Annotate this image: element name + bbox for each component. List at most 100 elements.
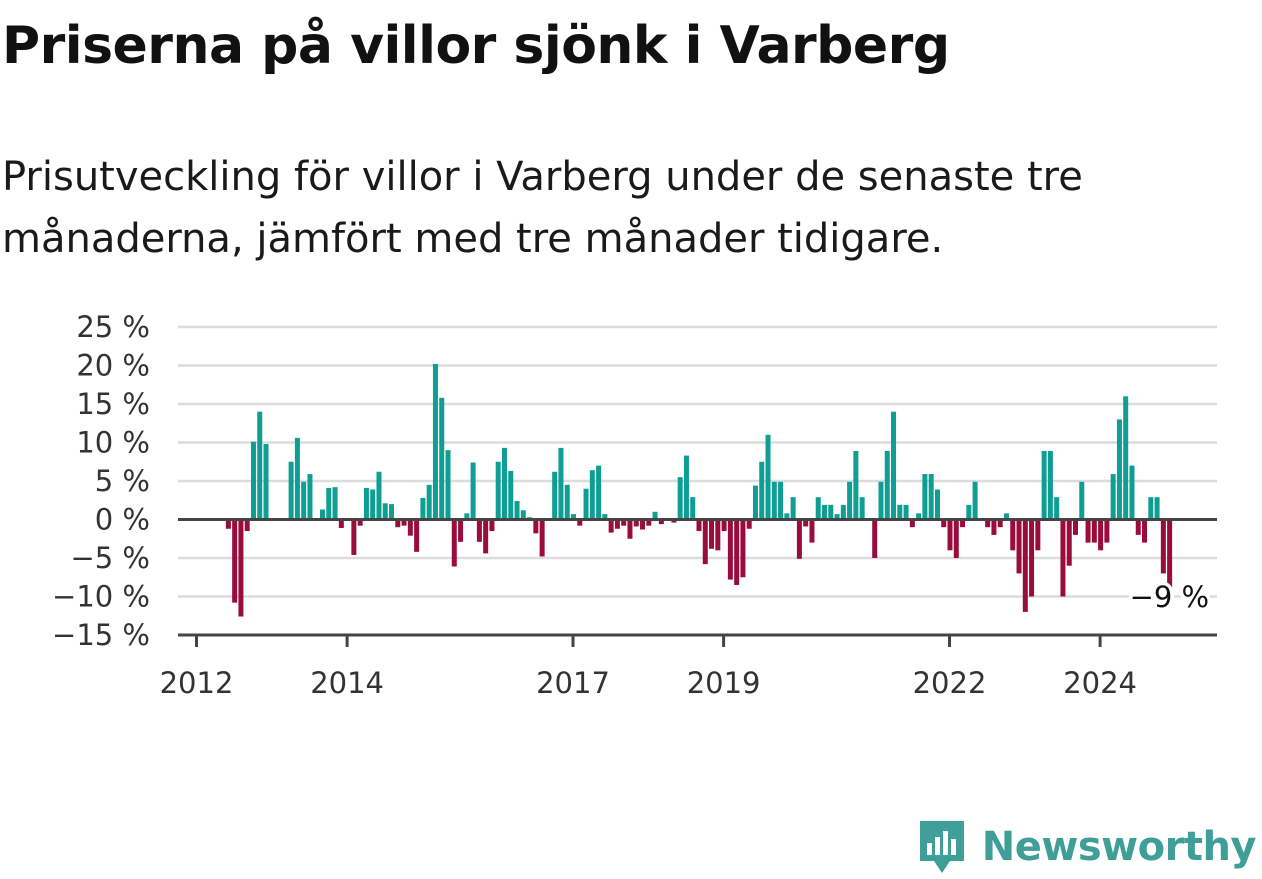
- bar: [408, 520, 413, 536]
- bar: [326, 488, 331, 520]
- bar: [439, 398, 444, 520]
- bar: [471, 463, 476, 520]
- bar: [289, 462, 294, 520]
- bar: [1167, 520, 1172, 589]
- bar: [301, 482, 306, 520]
- bar: [596, 466, 601, 520]
- bar: [558, 448, 563, 520]
- bar: [966, 505, 971, 520]
- bar: [238, 520, 243, 617]
- bar: [973, 482, 978, 520]
- bar: [1035, 520, 1040, 551]
- bar: [722, 520, 727, 532]
- bar: [1098, 520, 1103, 551]
- bar: [590, 470, 595, 519]
- last-value-label: −9 %: [1130, 580, 1210, 614]
- bar: [515, 501, 520, 519]
- bar: [640, 520, 645, 530]
- bar: [489, 520, 494, 532]
- bar: [383, 503, 388, 519]
- bar: [1155, 497, 1160, 519]
- chart-subtitle: Prisutveckling för villor i Varberg unde…: [2, 146, 1242, 270]
- y-tick-label: 20 %: [76, 349, 150, 383]
- bar: [1086, 520, 1091, 543]
- bar: [797, 520, 802, 559]
- bar: [772, 482, 777, 520]
- bar: [458, 520, 463, 542]
- bar: [954, 520, 959, 559]
- bar: [948, 520, 953, 551]
- bar: [1092, 520, 1097, 543]
- bar: [678, 477, 683, 519]
- bar: [1117, 419, 1122, 519]
- x-tick-label: 2022: [913, 666, 987, 700]
- bar: [935, 489, 940, 519]
- bar: [433, 364, 438, 520]
- bar: [1029, 520, 1034, 597]
- bar: [508, 471, 513, 520]
- bar: [715, 520, 720, 551]
- bar: [841, 505, 846, 520]
- bar: [1073, 520, 1078, 535]
- y-tick-label: 10 %: [76, 426, 150, 460]
- bar: [690, 497, 695, 519]
- bar: [584, 489, 589, 520]
- bar: [929, 474, 934, 519]
- bar: [709, 520, 714, 549]
- bar: [627, 520, 632, 539]
- newsworthy-logo: Newsworthy: [916, 817, 1256, 877]
- bar: [991, 520, 996, 535]
- y-tick-label: 5 %: [95, 464, 150, 498]
- bar: [389, 504, 394, 519]
- bar: [1104, 520, 1109, 543]
- bar: [1048, 451, 1053, 520]
- y-tick-label: −15 %: [52, 618, 150, 652]
- bar: [257, 412, 262, 520]
- bar: [533, 520, 538, 534]
- bar: [540, 520, 545, 557]
- bar: [897, 505, 902, 520]
- bar: [684, 456, 689, 520]
- bar: [697, 520, 702, 532]
- bar: [1079, 482, 1084, 520]
- bar: [1023, 520, 1028, 612]
- bar: [483, 520, 488, 554]
- bar: [860, 497, 865, 519]
- bar: [420, 498, 425, 520]
- x-tick-label: 2019: [687, 666, 761, 700]
- bar: [885, 451, 890, 520]
- bar: [609, 520, 614, 533]
- bar: [1054, 497, 1059, 519]
- bar: [264, 444, 269, 519]
- bar: [759, 462, 764, 520]
- bar: [822, 505, 827, 520]
- bar: [1060, 520, 1065, 597]
- bars: [226, 364, 1172, 617]
- bar: [232, 520, 237, 603]
- bar: [496, 462, 501, 520]
- bar: [847, 482, 852, 520]
- bar: [904, 505, 909, 520]
- bar: [816, 497, 821, 519]
- bar: [828, 505, 833, 520]
- bar: [446, 450, 451, 519]
- annotation: −9 %: [1130, 580, 1210, 614]
- bar: [734, 520, 739, 585]
- bar: [878, 482, 883, 520]
- bar: [552, 472, 557, 520]
- x-axis: 2012 2014 2017 2019 2022 2024: [160, 635, 1217, 700]
- bar: [1136, 520, 1141, 535]
- bar: [251, 442, 256, 520]
- x-tick-label: 2017: [536, 666, 610, 700]
- y-tick-label: −5 %: [70, 541, 150, 575]
- bar: [1017, 520, 1022, 574]
- bar: [740, 520, 745, 578]
- x-tick-label: 2012: [160, 666, 234, 700]
- bar: [1010, 520, 1015, 551]
- bar: [565, 485, 570, 520]
- bar-chart: 25 % 20 % 15 % 10 % 5 % 0 % −5 % −10 % −15 % 201…: [0, 300, 1262, 720]
- logo-text: Newsworthy: [982, 824, 1256, 870]
- bar: [307, 474, 312, 519]
- bar: [1129, 466, 1134, 520]
- bar: [1161, 520, 1166, 574]
